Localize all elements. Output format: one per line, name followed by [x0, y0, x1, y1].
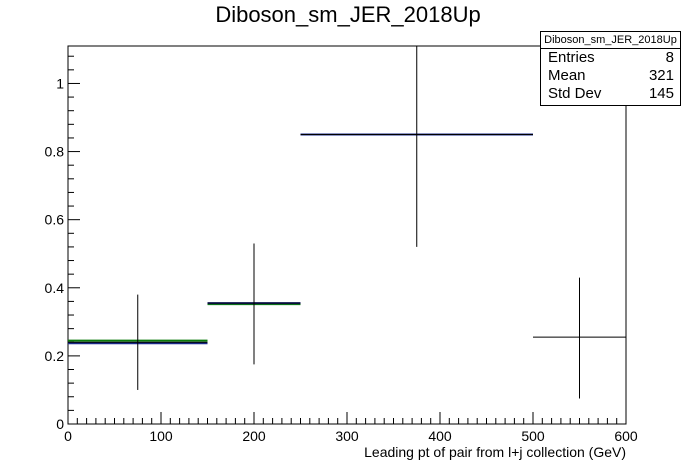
stats-box-title: Diboson_sm_JER_2018Up: [541, 32, 680, 49]
stats-box: Diboson_sm_JER_2018Up Entries 8 Mean 321…: [540, 31, 681, 106]
x-tick-label: 600: [614, 428, 638, 444]
stats-label: Entries: [548, 49, 595, 66]
stats-row-std-dev: Std Dev 145: [541, 85, 680, 103]
y-tick-label: 1: [56, 75, 64, 91]
x-tick-label: 500: [521, 428, 545, 444]
x-tick-label: 300: [335, 428, 359, 444]
y-tick-label: 0.4: [45, 280, 65, 296]
x-axis-label: Leading pt of pair from l+j collection (…: [364, 444, 626, 460]
stats-label: Std Dev: [548, 85, 602, 102]
stats-row-entries: Entries 8: [541, 49, 680, 67]
stats-label: Mean: [548, 67, 586, 84]
y-tick-label: 0.6: [45, 212, 65, 228]
data-point: [533, 277, 626, 399]
stats-value: 8: [665, 49, 674, 66]
x-tick-label: 100: [149, 428, 173, 444]
x-tick-label: 400: [428, 428, 452, 444]
x-tick-label: 200: [242, 428, 266, 444]
x-tick-label: 0: [64, 428, 72, 444]
data-point: [300, 46, 533, 247]
stats-value: 321: [648, 67, 674, 84]
data-point: [207, 243, 301, 365]
chart-title: Diboson_sm_JER_2018Up: [215, 2, 481, 27]
y-tick-label: 0: [56, 416, 64, 432]
stats-row-mean: Mean 321: [541, 67, 680, 85]
stats-value: 145: [648, 85, 674, 102]
y-tick-label: 0.8: [45, 144, 65, 160]
data-point: [68, 294, 208, 390]
y-tick-label: 0.2: [45, 348, 65, 364]
